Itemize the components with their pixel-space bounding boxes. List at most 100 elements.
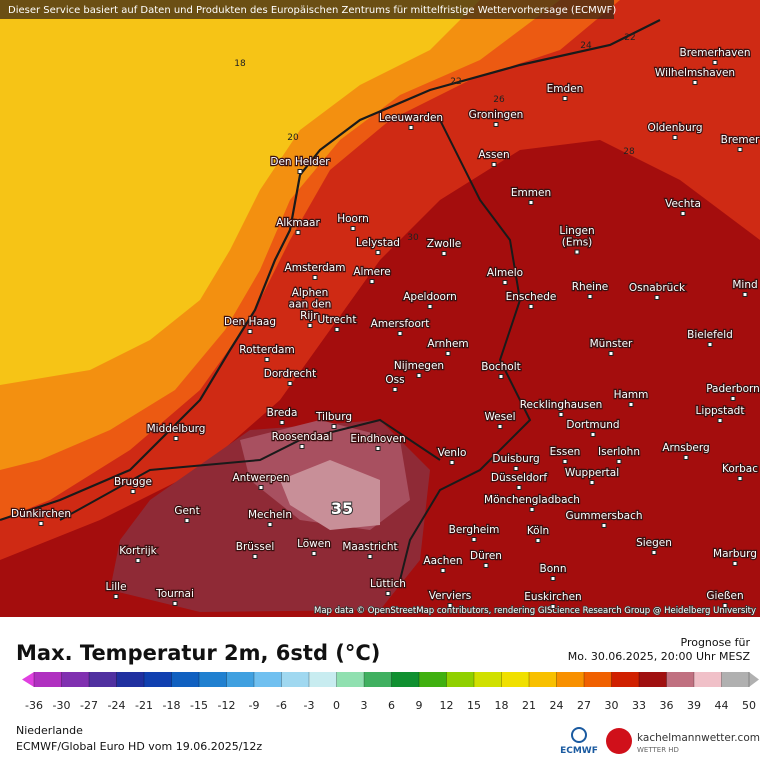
- forecast-label: Prognose für: [681, 636, 751, 649]
- colorbar-segment: [34, 672, 62, 687]
- city-label: Apeldoorn: [403, 291, 457, 303]
- city-label: Vechta: [665, 198, 701, 210]
- city-label: Lille: [105, 581, 126, 593]
- city-label: Hamm: [614, 389, 649, 401]
- city-dot: [247, 329, 253, 334]
- colorbar-tick-label: 24: [550, 699, 564, 712]
- city-dot: [483, 563, 489, 568]
- city-dot: [445, 351, 451, 356]
- city-label: Utrecht: [318, 314, 357, 326]
- city-label: Amsterdam: [285, 262, 346, 274]
- city-dot: [732, 561, 738, 566]
- city-dot: [184, 518, 190, 523]
- colorbar-tick-label: 44: [715, 699, 729, 712]
- city-dot: [550, 576, 556, 581]
- colorbar-tick-label: 27: [577, 699, 591, 712]
- city-label: Korbac: [722, 463, 758, 475]
- colorbar-tick-label: 36: [660, 699, 674, 712]
- city-dot: [312, 275, 318, 280]
- isoline-label: 22: [450, 77, 461, 87]
- city-label: Alphen: [292, 287, 329, 299]
- isoline-label: 26: [493, 95, 505, 105]
- city-label: Almere: [353, 266, 390, 278]
- colorbar-segment: [254, 672, 282, 687]
- city-dot: [717, 418, 723, 423]
- colorbar-tick-label: 15: [467, 699, 481, 712]
- city-dot: [730, 396, 736, 401]
- city-dot: [672, 135, 678, 140]
- colorbar-segment: [89, 672, 117, 687]
- city-dot: [628, 402, 634, 407]
- colorbar-tick-label: -9: [249, 699, 260, 712]
- colorbar-tick-label: -36: [25, 699, 43, 712]
- colorbar-segment: [364, 672, 392, 687]
- city-label: Bremerhaven: [680, 47, 751, 59]
- city-dot: [616, 459, 622, 464]
- city-dot: [601, 523, 607, 528]
- notice-bar: [0, 0, 614, 19]
- colorbar-segment: [556, 672, 585, 687]
- colorbar-tick-label: -6: [276, 699, 287, 712]
- city-dot: [267, 522, 273, 527]
- colorbar-tick-label: -18: [163, 699, 181, 712]
- colorbar-segment: [639, 672, 667, 687]
- city-dot: [589, 480, 595, 485]
- colorbar-segment: [226, 672, 255, 687]
- city-label: Lelystad: [356, 237, 400, 249]
- city-label: Mind: [732, 279, 757, 291]
- city-label: Gießen: [706, 590, 743, 602]
- logo-ecmwf: ECMWF: [560, 746, 598, 756]
- city-label: Amersfoort: [371, 318, 430, 330]
- colorbar-segment: [584, 672, 612, 687]
- city-label: Münster: [590, 338, 633, 350]
- colorbar-tick-label: 6: [388, 699, 395, 712]
- city-dot: [558, 412, 564, 417]
- city-dot: [654, 295, 660, 300]
- city-label: Alkmaar: [276, 217, 320, 229]
- city-dot: [440, 568, 446, 573]
- city-label: Gent: [174, 505, 199, 517]
- border: [59, 119, 532, 581]
- city-dot: [737, 147, 743, 152]
- city-label: Bremer: [721, 134, 760, 146]
- city-dot: [707, 342, 713, 347]
- colorbar-segment: [474, 672, 502, 687]
- city-dot: [497, 424, 503, 429]
- colorbar-segment: [171, 672, 200, 687]
- city-dot: [258, 485, 264, 490]
- city-dot: [680, 211, 686, 216]
- city-label: Wesel: [484, 411, 515, 423]
- city-label: Paderborn: [706, 383, 760, 395]
- colorbar-tick-label: 21: [522, 699, 536, 712]
- colorbar-segment: [309, 672, 337, 687]
- city-dot: [172, 601, 178, 606]
- cities: Bremerhaven Wilhelmshaven Emden Leeuwarden G…: [10, 46, 760, 609]
- city-label: Almelo: [487, 267, 523, 279]
- city-dot: [692, 80, 698, 85]
- city-dot: [369, 279, 375, 284]
- site-icon: [606, 728, 632, 754]
- city-label: Lingen: [559, 225, 594, 237]
- city-label: Den Helder: [270, 156, 330, 168]
- city-label: Oldenburg: [647, 122, 702, 134]
- city-label: Recklinghausen: [520, 399, 603, 411]
- city-label: Kortrijk: [119, 545, 157, 557]
- colorbar-segment: [694, 672, 722, 687]
- city-dot: [491, 162, 497, 167]
- coastline: [0, 19, 661, 522]
- city-label: Nijmegen: [394, 360, 444, 372]
- city-dot: [279, 420, 285, 425]
- city-label: Duisburg: [492, 453, 539, 465]
- colorbar-segment: [446, 672, 475, 687]
- model: ECMWF/Global Euro HD vom 19.06.2025/12z: [16, 740, 262, 753]
- city-label: Maastricht: [342, 541, 397, 553]
- city-label: (Ems): [562, 237, 593, 249]
- city-dot: [516, 485, 522, 490]
- city-dot: [375, 250, 381, 255]
- city-label: Aachen: [423, 555, 462, 567]
- city-dot: [334, 327, 340, 332]
- zone: [0, 0, 480, 385]
- colorbar-segment: [721, 672, 750, 687]
- colorbar-tick-label: -12: [218, 699, 236, 712]
